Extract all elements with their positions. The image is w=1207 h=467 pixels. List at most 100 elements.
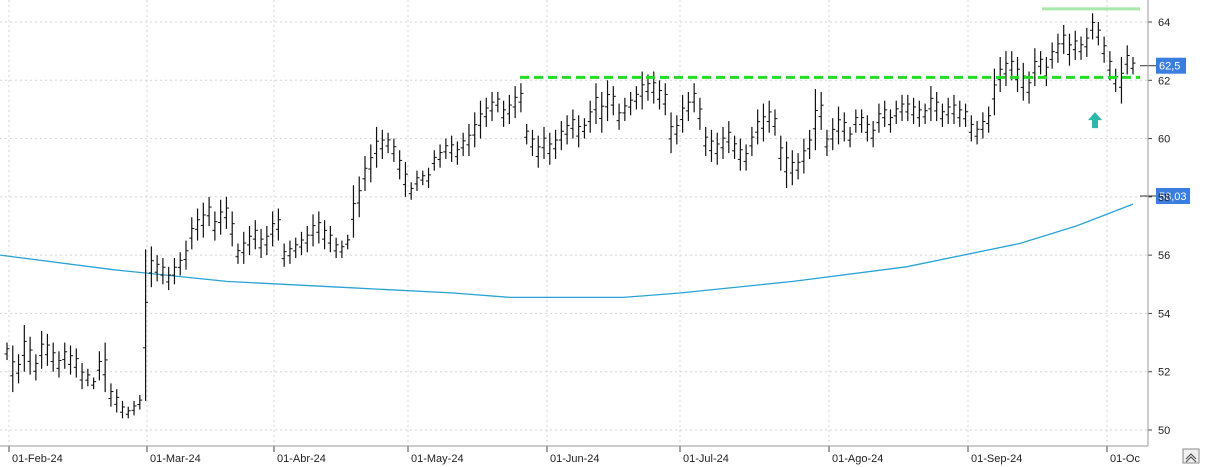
price-bar [714,132,720,165]
price-bar [56,351,62,378]
price-bar [905,94,911,122]
price-bar [171,258,177,285]
price-bar [593,83,599,124]
price-bar [599,91,605,133]
price-bar [893,100,899,124]
price-bar [119,400,125,419]
price-bar [477,100,483,139]
price-bar [824,129,830,157]
price-bar [1020,62,1026,101]
price-bar [662,83,668,116]
price-bar [62,342,68,369]
price-bar [1090,13,1096,40]
price-bar [529,129,535,157]
price-bar [957,100,963,127]
price-bar [437,144,443,168]
price-bar [379,129,385,159]
x-tick-label: 01-Abr-24 [277,453,326,465]
price-bar [137,395,143,410]
gridlines [0,0,1148,446]
x-tick-label: 01-Oc [1110,453,1140,465]
price-bar [200,202,206,238]
price-bar [350,185,356,238]
price-bar [680,94,686,133]
price-bar [125,406,131,419]
price-bar [1043,56,1049,87]
price-bar [980,112,986,139]
price-bar [258,228,264,259]
last-price-label: 62,5 [1159,61,1180,73]
price-bar [1118,56,1124,104]
price-bar [1015,56,1021,92]
price-bar [720,126,726,159]
price-bar [281,243,287,267]
price-bar [899,94,905,122]
price-bar [362,156,368,192]
price-bar [963,103,969,127]
price-bar [218,199,224,235]
y-tick-label: 54 [1158,308,1170,320]
price-bar [189,217,195,250]
price-bar [951,94,957,124]
ma-value-label: 58,03 [1159,191,1187,203]
price-bar [760,103,766,142]
price-bar [166,266,172,291]
price-bar [737,138,743,171]
price-bar [547,132,553,165]
price-bar [1003,51,1009,87]
price-bar [264,226,270,256]
price-bar [460,132,466,157]
price-bar [212,211,218,241]
price-bar [870,121,876,148]
price-bar [708,129,714,162]
price-bar [558,121,564,151]
price-bar [697,97,703,130]
price-bar [68,345,74,375]
price-bar [830,118,836,151]
price-bar [1038,51,1044,75]
price-bar [934,91,940,122]
price-bar [1107,51,1113,81]
price-bar [691,83,697,113]
price-bar [616,103,622,130]
price-bar [726,121,732,154]
x-tick-label: 01-Mar-24 [150,453,201,465]
price-bar [85,368,91,387]
price-bar [275,208,281,241]
price-bar [483,97,489,127]
price-bar [154,255,160,282]
scroll-button [1182,448,1200,464]
price-bar [945,97,951,124]
x-tick-label: 01-Feb-24 [12,453,63,465]
moving-average-line [0,203,1134,299]
price-bar [252,220,258,250]
price-bar [887,109,893,133]
price-bar [1084,27,1090,57]
price-bar [801,138,807,174]
price-bar [674,115,680,145]
double-chevron-icon[interactable] [1182,448,1200,464]
price-bar [327,226,333,253]
price-bar [420,170,426,186]
price-bar [939,103,945,127]
price-bar [426,167,432,189]
price-bar [73,348,79,378]
price-bar [986,106,992,133]
price-bar [1009,51,1015,81]
price-bar [587,100,593,133]
price-bar [91,377,97,390]
price-bar [466,124,472,157]
x-tick-label: 01-Jun-24 [550,453,600,465]
price-bar [339,240,345,259]
price-bar [535,135,541,168]
price-bar [743,144,749,171]
price-bar [876,103,882,133]
price-bar [206,196,212,226]
price-bar [570,109,576,139]
up-arrow-icon [1088,112,1102,129]
price-bar [449,135,455,162]
price-bar [148,246,154,288]
x-tick-label: 01-Jul-24 [683,453,729,465]
price-bar [789,150,795,186]
